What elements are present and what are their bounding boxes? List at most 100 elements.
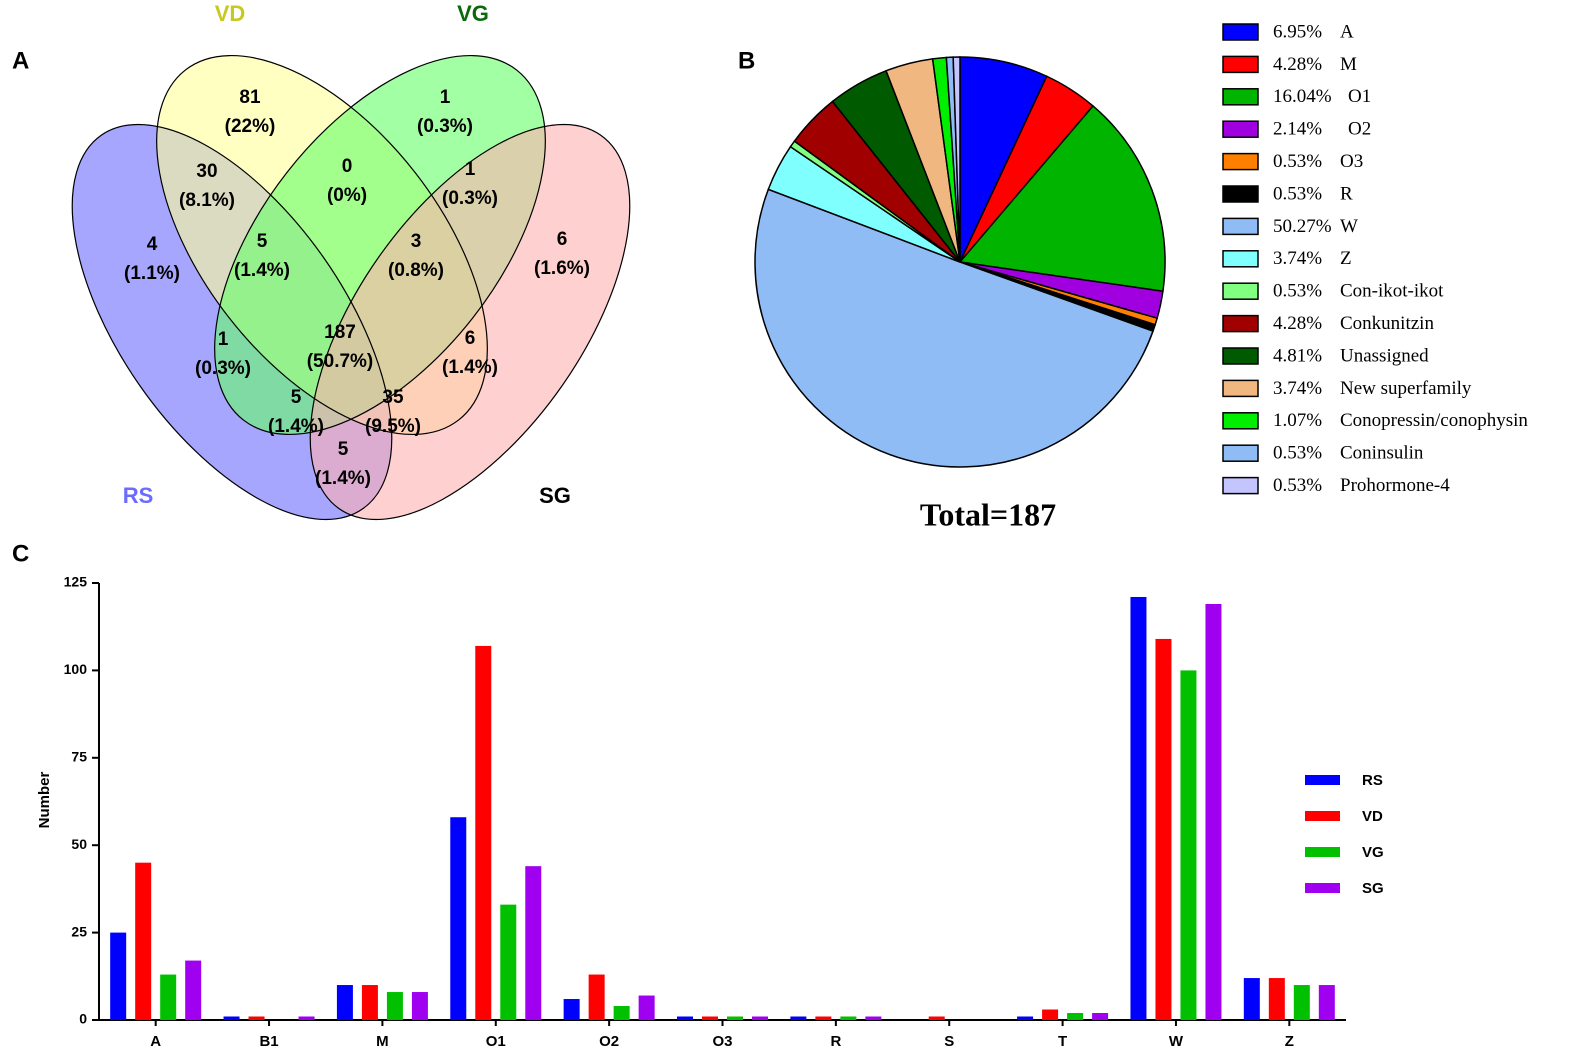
bar [840, 1016, 857, 1020]
region-count: 4 [147, 234, 158, 255]
bar [185, 960, 202, 1020]
venn-diagram: A RS VD VG SG 81 (22%) 1 (0.3%) 30 (8.1%) 0 (0%) 1 (0.… [12, 1, 631, 521]
panel-label: C [12, 540, 29, 567]
region-count: 30 [196, 161, 217, 182]
bar [450, 817, 467, 1020]
bar [248, 1016, 265, 1020]
region-percent: (8.1%) [179, 190, 235, 211]
legend-swatch [1222, 152, 1259, 171]
y-tick-label: 75 [71, 749, 87, 765]
legend-value: 0.53% [1273, 183, 1322, 204]
bar [815, 1016, 832, 1020]
legend-value: 3.74% [1273, 378, 1322, 399]
legend-label: Conkunitzin [1340, 313, 1434, 334]
legend-label: O1 [1348, 86, 1371, 107]
x-tick-label: A [150, 1033, 161, 1050]
region-percent: (1.4%) [315, 468, 371, 489]
set-label: RS [123, 483, 154, 508]
legend-label: Coninsulin [1340, 443, 1424, 464]
region-percent: (1.6%) [534, 258, 590, 279]
legend-value: 50.27% [1273, 216, 1332, 237]
legend-swatch [1222, 120, 1259, 138]
region-percent: (0.3%) [442, 188, 498, 209]
legend-swatch [1222, 282, 1259, 300]
legend-label: Unassigned [1340, 345, 1429, 366]
legend-label: SG [1362, 880, 1384, 897]
bar [790, 1016, 807, 1020]
legend-swatch [1305, 811, 1340, 821]
bar [563, 999, 580, 1020]
x-tick-label: M [376, 1033, 389, 1050]
y-tick-label: 125 [64, 574, 88, 590]
bar [727, 1016, 743, 1020]
pie-total: Total=187 [920, 496, 1056, 532]
legend-label: Con-ikot-ikot [1340, 281, 1444, 302]
legend-value: 0.53% [1273, 281, 1322, 302]
pie-slice [958, 104, 1166, 293]
bar [752, 1016, 768, 1020]
bar [1042, 1009, 1059, 1020]
legend-value: 0.53% [1273, 151, 1322, 172]
region-count: 3 [411, 231, 422, 252]
region-count: 1 [465, 159, 476, 180]
legend-value: 3.74% [1273, 248, 1322, 269]
bar [411, 992, 428, 1020]
venn-outline [309, 123, 631, 521]
legend-swatch [1222, 250, 1259, 268]
legend-value: 16.04% [1273, 86, 1332, 107]
legend-label: Conopressin/conophysin [1340, 410, 1528, 431]
legend-label: VD [1362, 808, 1383, 825]
legend-swatch [1222, 444, 1259, 462]
bar [1243, 978, 1260, 1020]
legend-label: Z [1340, 248, 1352, 269]
legend-label: Prohormone-4 [1340, 475, 1450, 496]
bar [677, 1016, 693, 1020]
y-axis-title: Number [36, 772, 53, 829]
legend-swatch [1222, 88, 1259, 106]
bar [865, 1016, 882, 1020]
venn-set [214, 55, 546, 435]
region-percent: (50.7%) [307, 351, 374, 372]
legend-swatch [1305, 775, 1340, 785]
bar [110, 932, 127, 1020]
bar [1092, 1013, 1109, 1020]
bar [160, 974, 177, 1020]
pie-chart: B 6.95% A 4.28% M 16.04% O1 2.14% O2 0.53% O3 0.53%… [738, 21, 1528, 532]
y-tick-label: 0 [79, 1011, 87, 1027]
legend-value: 4.28% [1273, 313, 1322, 334]
region-count: 187 [324, 322, 356, 343]
region-count: 81 [239, 87, 261, 108]
x-tick-label: O3 [712, 1033, 732, 1050]
region-count: 5 [291, 387, 302, 408]
bar [475, 645, 492, 1020]
bar [361, 985, 378, 1020]
bar [1293, 985, 1310, 1020]
region-percent: (0.8%) [388, 260, 444, 281]
legend-value: 2.14% [1273, 119, 1322, 140]
x-tick-label: T [1058, 1033, 1067, 1050]
legend-value: 4.81% [1273, 345, 1322, 366]
legend-label: O2 [1348, 119, 1371, 140]
legend-label: M [1340, 54, 1357, 75]
region-percent: (1.4%) [268, 416, 324, 437]
bar [1017, 1016, 1034, 1020]
venn-outline [71, 123, 393, 521]
bar [702, 1016, 718, 1020]
region-count: 1 [218, 329, 229, 350]
legend-swatch [1222, 476, 1259, 495]
bar [223, 1016, 240, 1020]
region-percent: (9.5%) [365, 416, 421, 437]
region-count: 5 [338, 439, 349, 460]
set-label: VD [215, 1, 246, 26]
set-label: SG [539, 483, 571, 508]
region-percent: (22%) [225, 116, 276, 137]
legend-value: 6.95% [1273, 21, 1322, 42]
bar [500, 904, 517, 1020]
legend-swatch [1305, 847, 1340, 857]
bar [1205, 603, 1222, 1020]
region-count: 5 [257, 231, 268, 252]
legend-label: VG [1362, 844, 1384, 861]
region-percent: (0%) [327, 185, 367, 206]
